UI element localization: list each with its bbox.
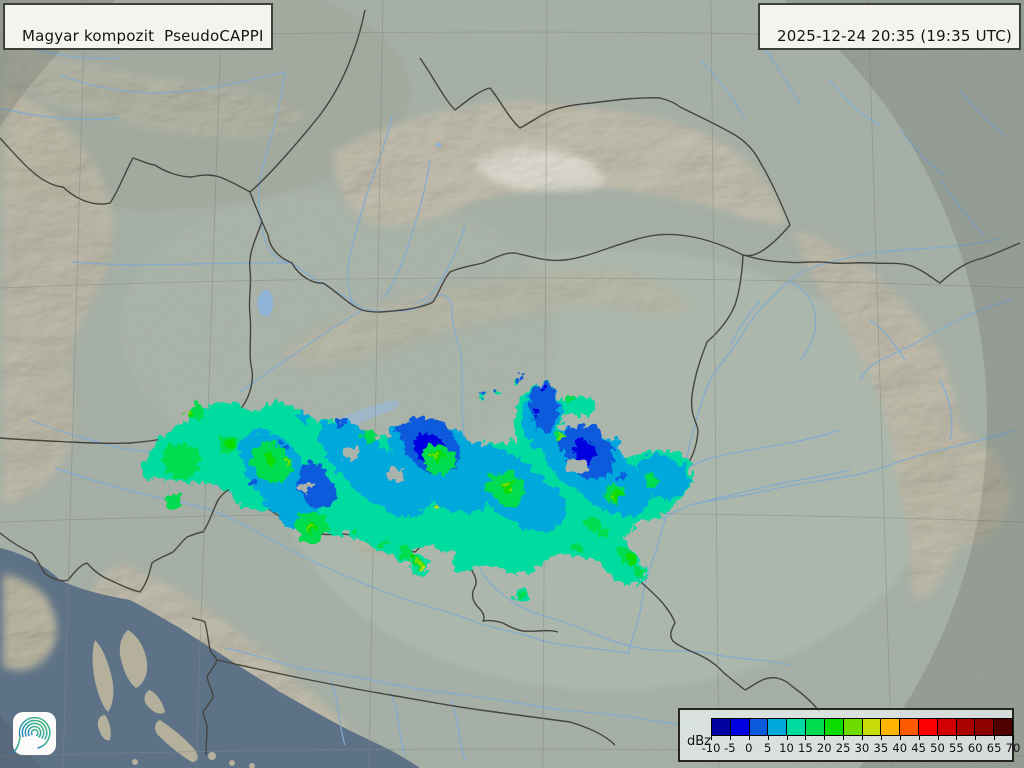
legend-tick — [918, 735, 920, 740]
legend-tick-label: 65 — [986, 741, 1002, 755]
legend-cell — [730, 719, 750, 735]
legend-tick-label: 55 — [949, 741, 964, 755]
legend-tick — [975, 735, 977, 740]
legend-cell — [881, 719, 901, 735]
legend-tick-label: 35 — [873, 741, 889, 755]
legend-tick-label: 25 — [835, 741, 851, 755]
legend-tick-label: 20 — [816, 741, 832, 755]
legend-tick — [748, 735, 750, 740]
timestamp-box: 2025-12-24 20:35 (19:35 UTC) — [758, 3, 1021, 50]
legend-tick — [824, 735, 826, 740]
legend-tick — [786, 735, 788, 740]
legend-tick-label: 5 — [763, 741, 772, 755]
legend-tick — [843, 735, 845, 740]
legend-cell — [787, 719, 807, 735]
hungaromet-logo — [12, 712, 56, 755]
legend-cell — [768, 719, 788, 735]
legend-cell — [806, 719, 825, 735]
legend-cell — [862, 719, 882, 735]
legend-tick — [899, 735, 901, 740]
legend-cell — [975, 719, 995, 735]
dbz-color-scale-legend: dBz -10 -5 0 5 10 15 20 25 30 35 40 45 50 55 60 65 70 — [678, 708, 1020, 762]
legend-cell — [994, 719, 1012, 735]
legend-tick-label: 45 — [911, 741, 926, 755]
legend-tick — [729, 735, 731, 740]
legend-tick — [805, 735, 807, 740]
legend-tick — [994, 735, 996, 740]
timestamp-text: 2025-12-24 20:35 (19:35 UTC) — [777, 27, 1012, 45]
legend-tick — [956, 735, 958, 740]
legend-tick — [711, 735, 712, 740]
legend-tick-label: -5 — [724, 741, 736, 755]
legend-tick-label: 40 — [892, 741, 908, 755]
legend-tick-label: 50 — [930, 741, 945, 755]
legend-tick — [767, 735, 769, 740]
legend-tick — [862, 735, 863, 740]
product-title: Magyar kompozit PseudoCAPPI — [21, 27, 264, 45]
legend-tick-label: 60 — [967, 741, 983, 755]
legend-unit-label: dBz — [687, 734, 711, 749]
legend-cell — [712, 719, 731, 735]
legend-cell — [824, 719, 844, 735]
legend-cell — [843, 719, 863, 735]
legend-color-cells — [711, 718, 1013, 736]
radar-echoes — [137, 373, 689, 599]
legend-cell — [956, 719, 976, 735]
legend-tick-label: -10 — [701, 741, 721, 755]
legend-cell — [749, 719, 769, 735]
legend-tick — [880, 735, 882, 740]
legend-tick-label: 70 — [1005, 741, 1021, 755]
legend-tick-label: 15 — [798, 741, 813, 755]
rivers — [0, 39, 1016, 761]
legend-cell — [937, 719, 957, 735]
legend-cell — [900, 719, 919, 735]
logo-spiral — [12, 716, 51, 754]
product-title-box: Magyar kompozit PseudoCAPPI — [3, 3, 273, 50]
legend-tick — [1013, 735, 1014, 740]
legend-tick — [937, 735, 939, 740]
legend-tick-label: 30 — [854, 741, 870, 755]
legend-cell — [918, 719, 938, 735]
legend-tick-label: 0 — [745, 741, 753, 755]
legend-tick-label: 10 — [779, 741, 794, 755]
